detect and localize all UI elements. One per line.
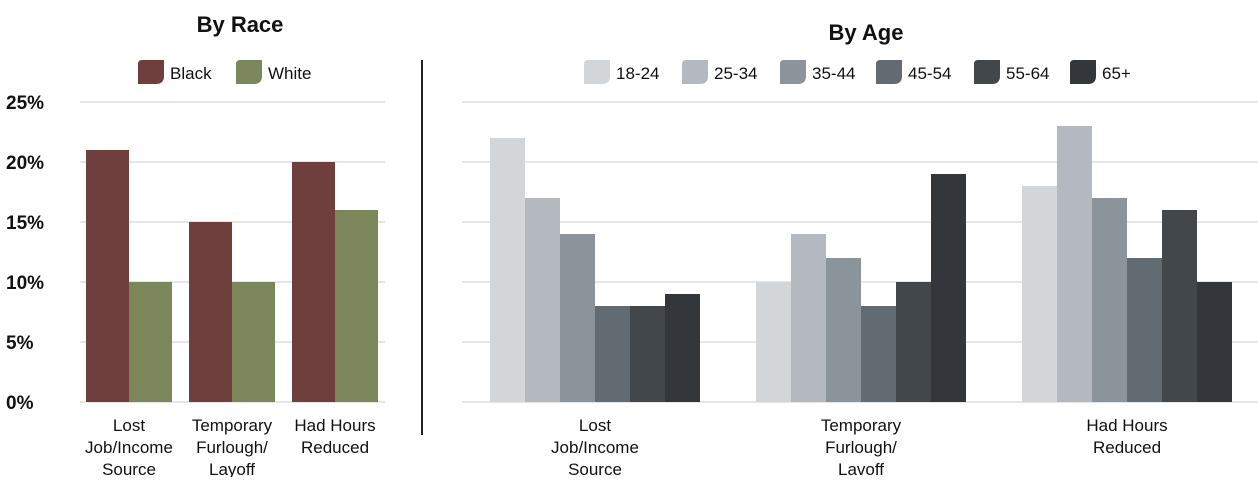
bar-2534 xyxy=(525,198,560,402)
bar-65 xyxy=(665,294,700,402)
x-tick-label: Lost Job/Income Source xyxy=(85,416,173,477)
legend-label: 25-34 xyxy=(714,64,757,83)
y-tick-label: 0% xyxy=(6,393,34,414)
bar-3544 xyxy=(560,234,595,402)
age-chart-title: By Age xyxy=(829,20,904,45)
bar-5564 xyxy=(630,306,665,402)
race-y-axis: 0% 5% 10% 15% 20% 25% xyxy=(6,93,44,414)
y-tick-label: 15% xyxy=(6,213,44,234)
y-tick-label: 10% xyxy=(6,273,44,294)
y-tick-label: 25% xyxy=(6,93,44,114)
legend-swatch xyxy=(780,60,806,84)
y-tick-label: 20% xyxy=(6,153,44,174)
bar-4554 xyxy=(861,306,896,402)
bar-3544 xyxy=(1092,198,1127,402)
legend-swatch xyxy=(682,60,708,84)
bar-white xyxy=(232,282,275,402)
x-tick-label: Had Hours Reduced xyxy=(294,416,375,457)
bar-black xyxy=(189,222,232,402)
bar-1824 xyxy=(1022,186,1057,402)
bar-1824 xyxy=(490,138,525,402)
legend-swatch xyxy=(974,60,1000,84)
legend-swatch xyxy=(584,60,610,84)
bar-white xyxy=(335,210,378,402)
age-chart: By Age 18-24 25-34 35-44 45-54 55-64 65+ Lost… xyxy=(462,20,1258,479)
legend-label: White xyxy=(268,64,311,83)
bar-4554 xyxy=(595,306,630,402)
legend-label: 65+ xyxy=(1102,64,1131,83)
x-tick-label: Temporary Furlough/Lavoff xyxy=(821,416,902,477)
bar-3544 xyxy=(826,258,861,402)
race-chart-title: By Race xyxy=(197,12,284,37)
race-bars xyxy=(86,150,378,402)
y-tick-label: 5% xyxy=(6,333,34,354)
x-tick-label: Lost Job/Income Source xyxy=(551,416,639,477)
age-x-axis: Lost Job/Income Source Temporary Furlough/La… xyxy=(551,416,1168,479)
legend-swatch xyxy=(1070,60,1096,84)
legend-label: 18-24 xyxy=(616,64,659,83)
legend-label: 35-44 xyxy=(812,64,855,83)
bar-1824 xyxy=(756,282,791,402)
age-legend: 18-24 25-34 35-44 45-54 55-64 65+ xyxy=(584,60,1131,84)
bar-black xyxy=(292,162,335,402)
bar-5564 xyxy=(1162,210,1197,402)
bar-white xyxy=(129,282,172,402)
legend-label: 55-64 xyxy=(1006,64,1049,83)
race-chart: By Race Black White 0% 5% 10% 15% 20% 25% Lost… xyxy=(6,12,385,479)
bar-5564 xyxy=(896,282,931,402)
bar-4554 xyxy=(1127,258,1162,402)
bar-65 xyxy=(1197,282,1232,402)
bar-2534 xyxy=(791,234,826,402)
x-tick-label: Had Hours Reduced xyxy=(1086,416,1167,457)
bar-65 xyxy=(931,174,966,402)
bar-2534 xyxy=(1057,126,1092,402)
legend-swatch xyxy=(138,60,164,84)
race-x-axis: Lost Job/Income Source Temporary Furlough/La… xyxy=(85,416,376,479)
legend-swatch xyxy=(236,60,262,84)
legend-label: 45-54 xyxy=(908,64,951,83)
age-bars xyxy=(490,126,1232,402)
race-legend: Black White xyxy=(138,60,311,84)
legend-swatch xyxy=(876,60,902,84)
legend-label: Black xyxy=(170,64,212,83)
bar-black xyxy=(86,150,129,402)
x-tick-label: Temporary Furlough/Layoff xyxy=(192,416,273,477)
